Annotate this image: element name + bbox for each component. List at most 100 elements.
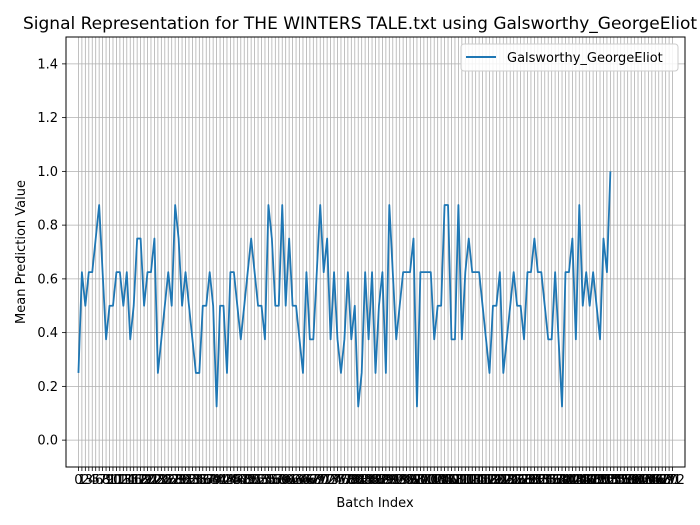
x-tick-label: 8	[102, 473, 110, 488]
x-tick-label: 70	[312, 473, 329, 488]
x-tick-label: 121	[484, 473, 509, 488]
x-tick-label: 109	[443, 473, 468, 488]
y-tick-label: 0.0	[37, 434, 58, 449]
x-tick-label: 5	[92, 473, 100, 488]
x-tick-label: 100	[411, 473, 436, 488]
x-tick-label: 0	[74, 473, 82, 488]
x-tick-label: 135	[532, 473, 557, 488]
x-tick-label: 148	[577, 473, 602, 488]
x-tick-label: 46	[229, 473, 246, 488]
x-tick-label: 67	[302, 473, 319, 488]
x-tick-label: 60	[277, 473, 294, 488]
x-tick-label: 116	[467, 473, 492, 488]
x-tick-label: 25	[157, 473, 174, 488]
x-tick-label: 94	[395, 473, 412, 488]
x-tick-label: 82	[353, 473, 370, 488]
x-tick-label: 103	[422, 473, 447, 488]
x-tick-label: 101	[415, 473, 440, 488]
y-tick-label: 0.6	[37, 272, 58, 287]
x-tick-label: 26	[160, 473, 177, 488]
x-tick-label: 75	[329, 473, 346, 488]
x-tick-label: 90	[381, 473, 398, 488]
x-tick-label: 123	[491, 473, 516, 488]
y-axis: 0.0 0.2 0.4 0.6 0.8 1.0 1.2 1.4	[37, 57, 66, 449]
legend-box	[460, 43, 679, 72]
x-tick-label: 141	[553, 473, 578, 488]
x-tick-label: 24	[153, 473, 170, 488]
x-tick-label: 96	[402, 473, 419, 488]
x-tick-label: 28	[167, 473, 184, 488]
x-tick-label: 7	[98, 473, 106, 488]
x-tick-label: 73	[322, 473, 339, 488]
x-tick-label: 166	[639, 473, 664, 488]
x-tick-label: 12	[112, 473, 129, 488]
x-tick-label: 18	[132, 473, 149, 488]
x-tick-label: 119	[477, 473, 502, 488]
x-tick-label: 55	[260, 473, 277, 488]
x-tick-label: 154	[598, 473, 623, 488]
x-tick-label: 107	[436, 473, 461, 488]
x-tick-label: 4	[88, 473, 96, 488]
x-tick-label: 44	[222, 473, 239, 488]
x-tick-label: 137	[539, 473, 564, 488]
x-tick-label: 61	[281, 473, 298, 488]
x-tick-label: 42	[215, 473, 232, 488]
x-tick-label: 168	[646, 473, 671, 488]
x-tick-label: 76	[333, 473, 350, 488]
x-tick-label: 149	[581, 473, 606, 488]
x-tick-label: 95	[398, 473, 415, 488]
chart-title: Signal Representation for THE WINTERS TA…	[23, 14, 697, 34]
x-tick-label: 142	[557, 473, 582, 488]
y-tick-label: 0.8	[37, 219, 58, 234]
x-tick-label: 80	[347, 473, 364, 488]
x-tick-label: 1	[78, 473, 86, 488]
x-tick-label: 150	[584, 473, 609, 488]
x-tick-label: 92	[388, 473, 405, 488]
x-tick-label: 87	[371, 473, 388, 488]
x-tick-label: 78	[340, 473, 357, 488]
x-tick-label: 15	[122, 473, 139, 488]
x-tick-label: 84	[360, 473, 377, 488]
x-tick-label: 145	[567, 473, 592, 488]
x-tick-label: 122	[487, 473, 512, 488]
x-tick-label: 71	[315, 473, 332, 488]
x-tick-label: 29	[170, 473, 187, 488]
x-tick-label: 59	[274, 473, 291, 488]
x-tick-label: 81	[350, 473, 367, 488]
x-tick-label: 129	[512, 473, 537, 488]
x-tick-label: 108	[439, 473, 464, 488]
x-tick-label: 127	[505, 473, 530, 488]
x-tick-label: 13	[115, 473, 132, 488]
x-tick-label: 11	[108, 473, 125, 488]
x-tick-label: 57	[267, 473, 284, 488]
x-tick-label: 63	[288, 473, 305, 488]
x-tick-label: 17	[129, 473, 146, 488]
x-tick-label: 51	[246, 473, 263, 488]
x-tick-label: 56	[264, 473, 281, 488]
x-tick-label: 20	[139, 473, 156, 488]
x-tick-label: 136	[536, 473, 561, 488]
x-tick-label: 48	[236, 473, 253, 488]
x-tick-label: 93	[391, 473, 408, 488]
x-tick-label: 144	[563, 473, 588, 488]
x-tick-label: 130	[515, 473, 540, 488]
x-tick-label: 74	[326, 473, 343, 488]
x-tick-label: 68	[305, 473, 322, 488]
x-tick-label: 112	[453, 473, 478, 488]
x-tick-label: 117	[470, 473, 495, 488]
x-tick-label: 16	[125, 473, 142, 488]
x-tick-label: 163	[629, 473, 654, 488]
x-tick-label: 167	[643, 473, 668, 488]
x-tick-label: 152	[591, 473, 616, 488]
x-tick-label: 39	[205, 473, 222, 488]
x-tick-label: 147	[574, 473, 599, 488]
x-tick-label: 62	[284, 473, 301, 488]
legend-label: Galsworthy_GeorgeEliot	[507, 51, 663, 66]
x-tick-label: 165	[636, 473, 661, 488]
x-tick-label: 118	[474, 473, 499, 488]
x-tick-label: 86	[367, 473, 384, 488]
x-tick-label: 160	[619, 473, 644, 488]
y-tick-label: 0.4	[37, 326, 58, 341]
